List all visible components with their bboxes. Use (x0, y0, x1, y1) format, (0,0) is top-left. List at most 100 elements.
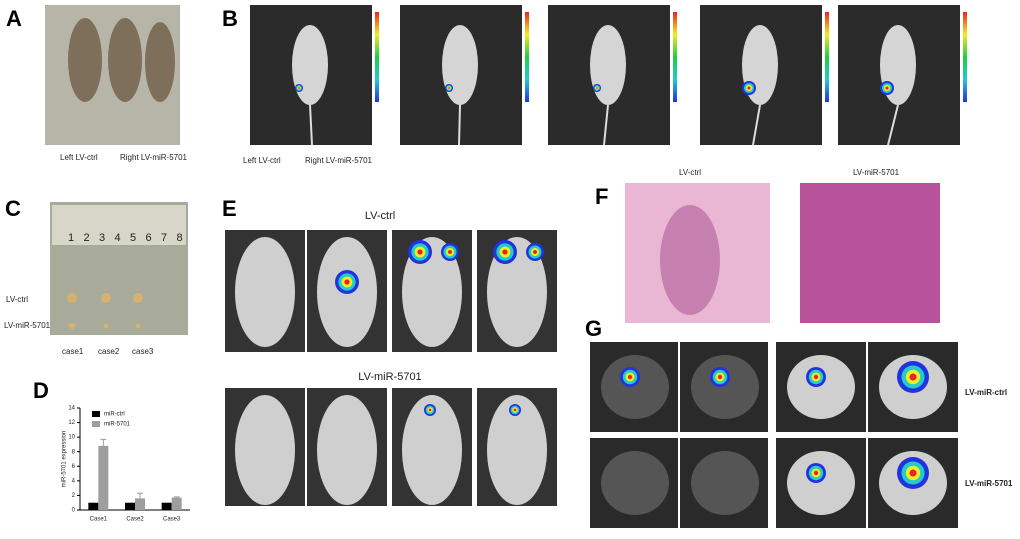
bar (161, 502, 172, 510)
row-label: LV-ctrl (6, 295, 28, 304)
signal (717, 374, 723, 380)
mouse (487, 395, 547, 505)
panel-label: A (6, 6, 22, 31)
organ (787, 451, 855, 515)
ruler-number: 6 (146, 232, 152, 244)
case-label: case1 (62, 347, 84, 356)
legend-label: miR-5701 (104, 422, 131, 428)
mouse (590, 25, 626, 105)
row-label: LV-miR-5701 (4, 321, 51, 330)
signal (428, 408, 432, 412)
caption: Left LV-ctrl (60, 153, 98, 162)
mouse (487, 237, 547, 347)
error-bar (137, 492, 143, 499)
tumors (67, 293, 143, 329)
tail (752, 104, 761, 146)
signal (909, 469, 917, 477)
mouse (402, 237, 462, 347)
row-label: LV-miR-ctrl (965, 388, 1007, 397)
error-bar (173, 496, 180, 498)
panel-label: B (222, 6, 238, 31)
y-tick-label: 14 (68, 406, 75, 412)
signal (298, 87, 300, 89)
signal (596, 87, 598, 89)
ruler-number: 3 (99, 232, 105, 244)
signal (533, 250, 537, 254)
y-tick-label: 2 (72, 493, 76, 499)
panel-label: F (595, 184, 608, 209)
bar (171, 497, 182, 510)
y-tick-label: 10 (68, 435, 75, 441)
mouse (292, 25, 328, 105)
colorbar (673, 12, 677, 102)
panel-label: E (222, 196, 237, 221)
case-label: case2 (98, 347, 120, 356)
legend-label: miR-ctrl (104, 412, 125, 418)
tail (309, 104, 313, 146)
y-tick-label: 8 (72, 449, 76, 455)
bar (98, 445, 109, 510)
signal (627, 374, 633, 380)
y-axis-label: miR-5701 expression (62, 431, 68, 488)
mice (68, 18, 175, 102)
signal (344, 279, 350, 285)
caption: Left LV-ctrl (243, 156, 281, 165)
row-label: LV-miR-5701 (965, 479, 1013, 488)
signal (885, 86, 889, 90)
tail (887, 104, 899, 146)
mouse (442, 25, 478, 105)
colorbar (963, 12, 967, 102)
signal (448, 87, 450, 89)
ruler-number: 2 (84, 232, 90, 244)
organ (691, 355, 759, 419)
tail (458, 104, 461, 146)
mouse (402, 395, 462, 505)
y-tick-label: 12 (68, 420, 75, 426)
panel-label: D (33, 378, 49, 403)
case-label: case3 (132, 347, 154, 356)
caption: Right LV-miR-5701 (120, 153, 188, 162)
row-title: LV-miR-5701 (358, 371, 421, 383)
signal (513, 408, 517, 412)
bar (88, 502, 99, 510)
signal (747, 86, 751, 90)
organ (691, 451, 759, 515)
signal (813, 470, 819, 476)
signal (502, 249, 508, 255)
signal (813, 374, 819, 380)
bar (125, 502, 135, 510)
colorbar (825, 12, 829, 102)
column-title: LV-miR-5701 (853, 168, 900, 177)
error-bar (100, 438, 107, 446)
row-title: LV-ctrl (365, 210, 395, 222)
histology-detail (660, 205, 720, 315)
panel-label: G (585, 316, 602, 341)
ruler-number: 5 (130, 232, 136, 244)
y-tick-label: 0 (72, 508, 76, 514)
panel-label: C (5, 196, 21, 221)
y-tick-label: 6 (72, 464, 76, 470)
column-title: LV-ctrl (679, 168, 701, 177)
x-tick-label: Case2 (126, 517, 144, 523)
bar (135, 498, 145, 510)
caption: Right LV-miR-5701 (305, 156, 373, 165)
organ (787, 355, 855, 419)
legend-swatch (92, 411, 100, 417)
signal (448, 250, 452, 254)
colorbar (525, 12, 529, 102)
ruler-number: 1 (68, 232, 74, 244)
mouse (235, 237, 295, 347)
y-tick-label: 4 (72, 478, 76, 484)
ruler-number: 7 (161, 232, 167, 244)
tail (603, 104, 609, 146)
histology (800, 183, 940, 323)
ruler-number: 4 (115, 232, 121, 244)
signal (909, 373, 917, 381)
organ (601, 451, 669, 515)
ruler-number: 8 (177, 232, 183, 244)
mouse (317, 395, 377, 505)
x-tick-label: Case1 (90, 517, 108, 523)
organ (601, 355, 669, 419)
signal (417, 249, 423, 255)
